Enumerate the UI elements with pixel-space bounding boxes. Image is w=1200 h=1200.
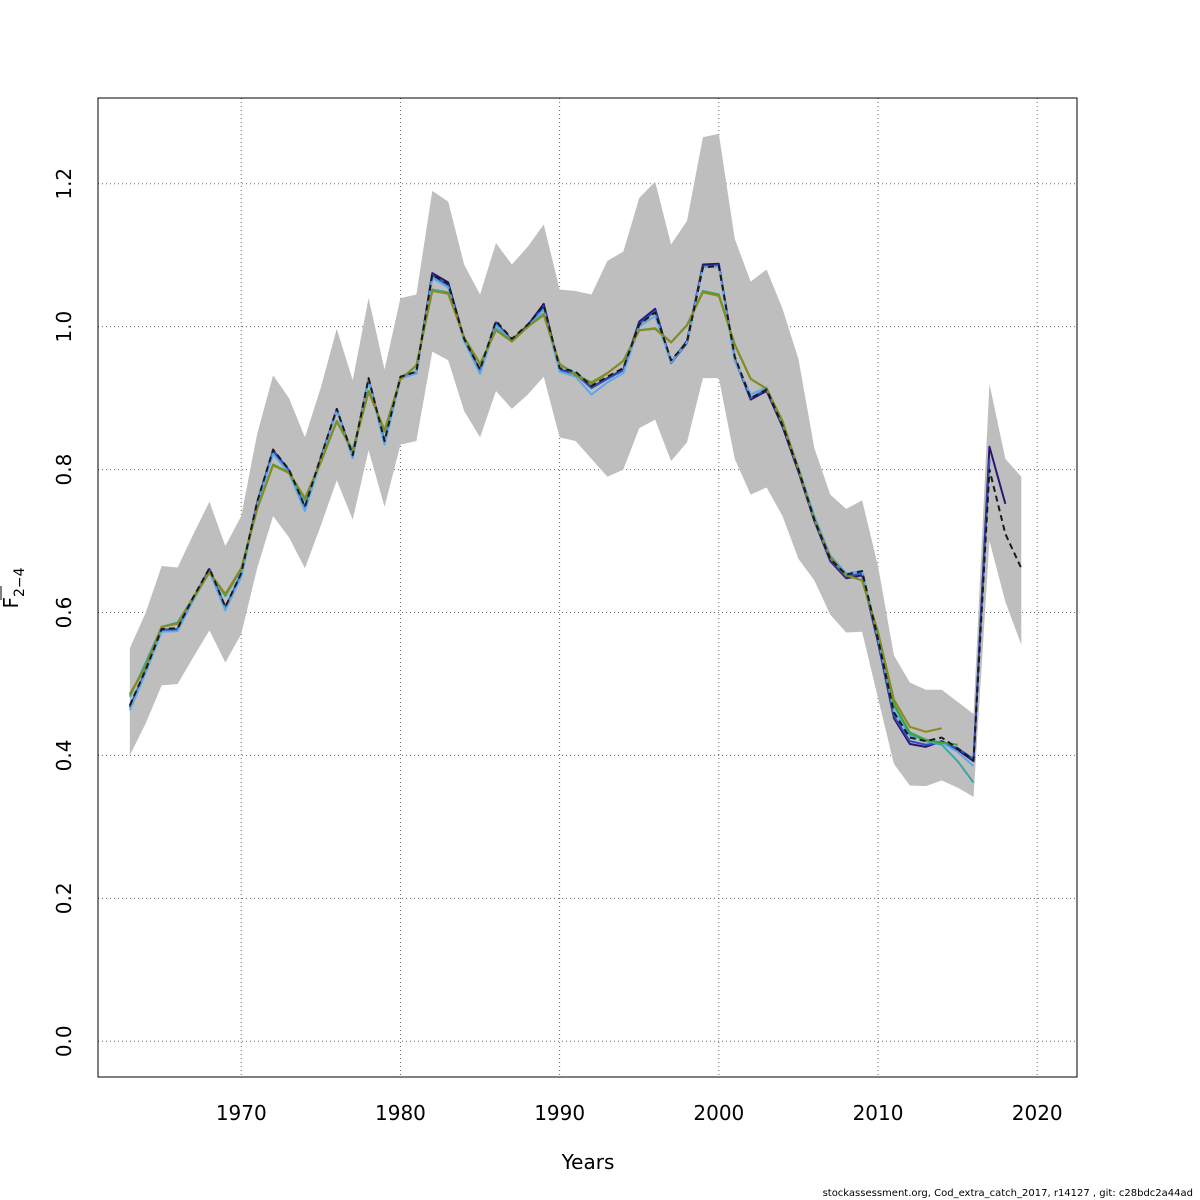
x-tick-label: 2010 — [853, 1101, 904, 1125]
plot-frame — [97, 97, 1078, 1078]
series-line — [128, 289, 942, 733]
y-tick-label: 0.0 — [52, 1025, 76, 1057]
x-tick-label: 1980 — [375, 1101, 426, 1125]
footer-text: stockassessment.org, Cod_extra_catch_201… — [823, 1188, 1193, 1199]
y-axis-title-group: F2−4 — [0, 567, 28, 608]
confidence-band-layer — [129, 133, 1022, 797]
x-tick-label: 2020 — [1012, 1101, 1063, 1125]
x-tick-label: 2000 — [693, 1101, 744, 1125]
y-axis-title: F — [0, 597, 23, 609]
x-tick-label: 1990 — [534, 1101, 585, 1125]
y-tick-label: 0.6 — [52, 597, 76, 629]
y-tick-label: 0.2 — [52, 882, 76, 914]
y-tick-label: 0.4 — [52, 740, 76, 772]
y-tick-label: 1.0 — [52, 311, 76, 343]
series-layer — [128, 262, 1023, 784]
x-axis-title: Years — [561, 1150, 615, 1174]
y-axis-title-subscript: 2−4 — [12, 567, 28, 597]
axes: 1970 1980 1990 2000 2010 2020 0.0 0.2 0.4 0.6 0.8 1… — [52, 168, 1063, 1125]
confidence-band — [129, 133, 1022, 797]
y-tick-label: 0.8 — [52, 454, 76, 486]
svg-text:F2−4: F2−4 — [0, 567, 28, 608]
series-line — [128, 264, 1023, 762]
y-tick-label: 1.2 — [52, 168, 76, 200]
x-tick-label: 1970 — [216, 1101, 267, 1125]
